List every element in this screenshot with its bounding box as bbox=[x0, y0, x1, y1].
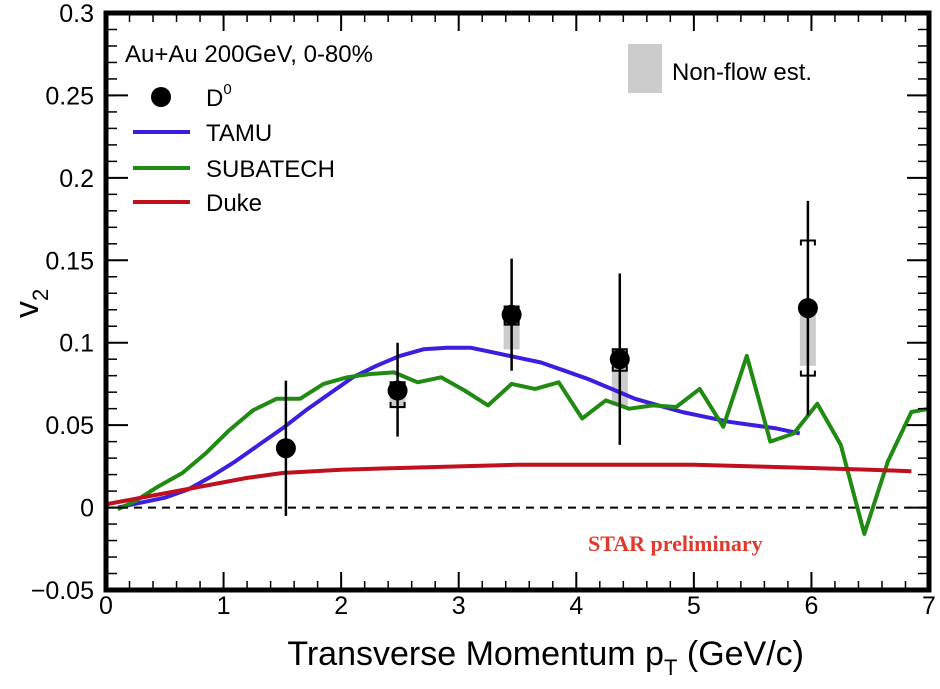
legend-label-tamu: TAMU bbox=[206, 120, 272, 147]
star-preliminary-label: STAR preliminary bbox=[588, 531, 763, 556]
x-tick-label: 3 bbox=[452, 592, 466, 620]
y-tick-label: 0.1 bbox=[59, 330, 94, 358]
data-layer bbox=[275, 200, 818, 516]
x-axis-label: Transverse Momentum pT (GeV/c) bbox=[287, 635, 804, 680]
y-tick-label: 0.05 bbox=[45, 412, 94, 440]
sys-bracket-bottom bbox=[611, 365, 628, 372]
y-axis-label-sub: 2 bbox=[28, 289, 53, 301]
x-axis-label-unit: (GeV/c) bbox=[677, 635, 804, 673]
legend-label-subatech: SUBATECH bbox=[206, 156, 335, 183]
y-tick-label: 0.15 bbox=[45, 247, 94, 275]
y-tick-label: 0 bbox=[80, 495, 94, 523]
y-axis-label: v2 bbox=[8, 289, 53, 318]
d0-data-point bbox=[501, 304, 522, 325]
axis-ticks bbox=[105, 12, 930, 591]
legend-label-duke: Duke bbox=[206, 190, 262, 217]
nonflow-legend-label: Non-flow est. bbox=[672, 59, 812, 86]
y-tick-label: −0.05 bbox=[31, 577, 94, 605]
sys-bracket-bottom bbox=[799, 370, 816, 377]
x-tick-label: 0 bbox=[99, 592, 113, 620]
y-tick-label: 0.3 bbox=[59, 0, 94, 28]
x-tick-label: 2 bbox=[334, 592, 348, 620]
x-tick-label: 5 bbox=[687, 592, 701, 620]
nonflow-legend-swatch bbox=[628, 44, 662, 93]
nonflow-boxes bbox=[389, 308, 816, 409]
x-tick-label: 4 bbox=[569, 592, 583, 620]
d0-data-point bbox=[797, 298, 818, 319]
x-tick-label: 7 bbox=[922, 592, 936, 620]
d0-data-point bbox=[609, 349, 630, 370]
legend-label-d0-sup: 0 bbox=[223, 81, 231, 98]
tamu-curve bbox=[117, 345, 801, 510]
d0-data-point bbox=[387, 380, 408, 401]
nonflow-legend: Non-flow est. bbox=[628, 44, 812, 93]
legend-label-d0: D0 bbox=[206, 81, 232, 112]
sys-bracket-top bbox=[799, 239, 816, 246]
system-label: Au+Au 200GeV, 0-80% bbox=[125, 41, 373, 68]
sys-bracket-bottom bbox=[389, 402, 406, 409]
y-tick-label: 0.2 bbox=[59, 165, 94, 193]
x-axis-label-sub: T bbox=[664, 655, 677, 680]
subatech-curve bbox=[116, 353, 929, 536]
model-curves bbox=[106, 345, 929, 536]
legend: D0 TAMU SUBATECH Duke bbox=[133, 81, 335, 217]
legend-marker-d0 bbox=[151, 87, 171, 107]
y-tick-label: 0.25 bbox=[45, 82, 94, 110]
d0-data-point bbox=[275, 438, 296, 459]
x-tick-label: 6 bbox=[804, 592, 818, 620]
x-tick-label: 1 bbox=[217, 592, 231, 620]
duke-curve bbox=[106, 462, 912, 507]
plot-frame bbox=[103, 10, 932, 593]
